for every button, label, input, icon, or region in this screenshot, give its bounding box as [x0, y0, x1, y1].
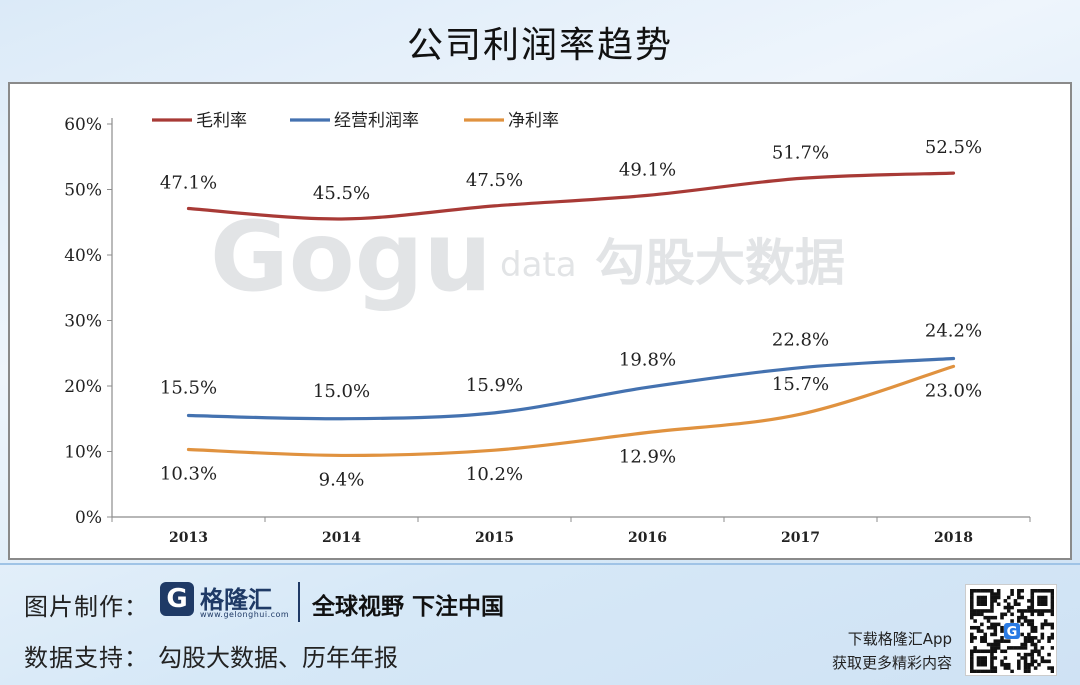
data-label: 22.8% [772, 330, 829, 351]
x-tick-label: 2018 [934, 530, 973, 546]
data-label: 10.3% [160, 464, 217, 485]
slogan: 全球视野 下注中国 [312, 594, 505, 620]
app-download-text: 下载格隆汇App [847, 630, 952, 648]
y-tick-label: 40% [64, 246, 102, 266]
data-label: 15.9% [466, 375, 523, 396]
brand-url: www.gelonghui.com [200, 610, 290, 619]
data-label: 12.9% [619, 447, 676, 468]
x-tick-label: 2017 [781, 530, 820, 546]
app-promo-text: 获取更多精彩内容 [831, 654, 952, 672]
brand-separator [298, 582, 300, 622]
series-line-3 [186, 364, 956, 458]
y-tick-label: 20% [64, 377, 102, 397]
qr-code[interactable]: G [965, 584, 1057, 676]
data-label: 51.7% [772, 142, 829, 163]
y-tick-label: 50% [64, 181, 102, 201]
source-label: 数据支持： [24, 644, 149, 672]
data-label: 9.4% [319, 469, 365, 490]
data-label: 49.1% [619, 159, 676, 180]
y-tick-label: 10% [64, 443, 102, 463]
y-tick-label: 0% [75, 508, 102, 528]
data-sources: 勾股大数据、历年年报 [158, 644, 398, 672]
y-tick-label: 60% [64, 115, 102, 135]
watermark-cn: 勾股大数据 [595, 234, 845, 292]
chart-title: 公司利润率趋势 [406, 25, 673, 66]
brand-name: 格隆汇 [200, 586, 272, 614]
data-label: 47.1% [160, 172, 217, 193]
series-line-1 [186, 171, 956, 221]
x-tick-label: 2016 [628, 530, 667, 546]
qr-code-icon: G [970, 589, 1054, 673]
data-label: 10.2% [466, 464, 523, 485]
data-label: 45.5% [313, 183, 370, 204]
chart-panel: Gogu data 勾股大数据 0% 10% 20% 30% 40% 50% 60% 2013 201… [8, 82, 1072, 560]
x-tick-label: 2013 [169, 530, 208, 546]
data-label: 15.0% [313, 381, 370, 402]
watermark-sub: data [500, 245, 577, 285]
maker-label: 图片制作： [24, 593, 149, 621]
legend-label: 毛利率 [196, 111, 247, 131]
x-tick-label: 2015 [475, 530, 514, 546]
series-line-2 [186, 356, 956, 421]
qr-badge-letter: G [1007, 625, 1018, 640]
legend-label: 净利率 [508, 111, 559, 131]
legend-label: 经营利润率 [334, 111, 419, 131]
y-tick-label: 30% [64, 312, 102, 332]
qr-badge-icon [1004, 623, 1020, 639]
gelonghui-logo-icon: G [160, 582, 194, 616]
data-label: 52.5% [925, 137, 982, 158]
data-label: 47.5% [466, 170, 523, 191]
data-label: 19.8% [619, 349, 676, 370]
data-label: 15.7% [772, 374, 829, 395]
data-label: 15.5% [160, 377, 217, 398]
x-tick-label: 2014 [322, 530, 361, 546]
data-label: 24.2% [925, 320, 982, 341]
data-label: 23.0% [925, 380, 982, 401]
footer-divider [0, 563, 1080, 565]
